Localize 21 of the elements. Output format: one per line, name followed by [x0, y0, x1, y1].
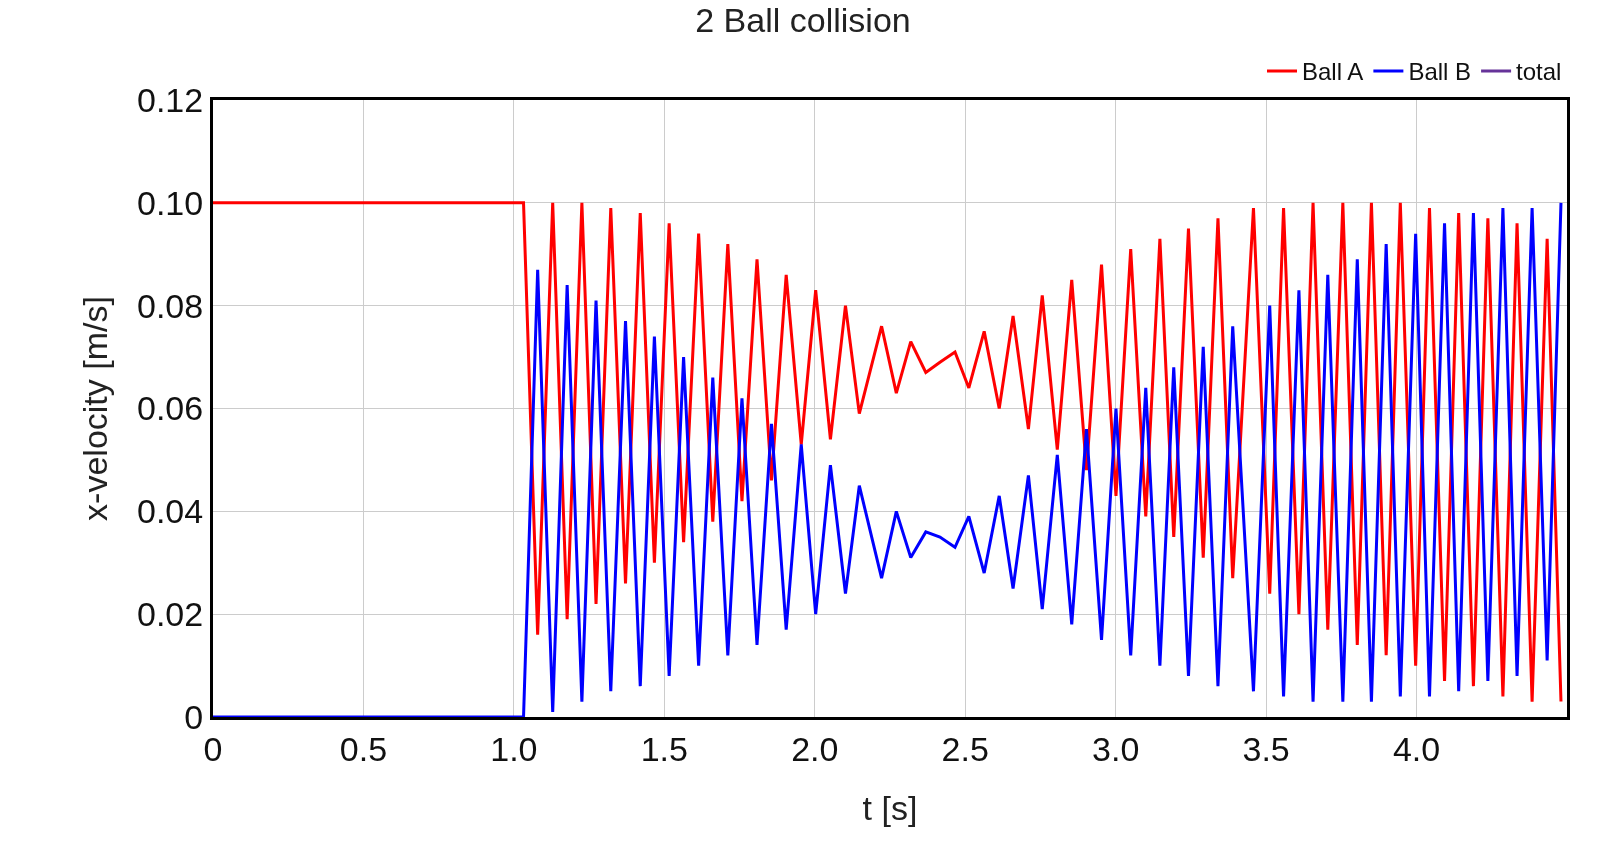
legend-label: Ball B	[1408, 58, 1472, 86]
x-tick-label: 2.0	[791, 729, 839, 768]
y-axis-title: x-velocity [m/s]	[75, 296, 114, 521]
x-tick-label: 2.5	[941, 729, 989, 768]
x-tick-label: 1.0	[490, 729, 538, 768]
x-tick-label: 3.5	[1242, 729, 1290, 768]
x-tick-label: 0.5	[339, 729, 388, 768]
x-axis-title: t [s]	[862, 789, 918, 828]
x-tick-label: 3.0	[1092, 729, 1140, 768]
y-tick-label: 0.02	[137, 595, 204, 634]
y-tick-label: 0	[184, 697, 204, 736]
chart-title: 2 Ball collision	[695, 1, 911, 40]
legend-label: Ball A	[1302, 58, 1364, 86]
legend-label: total	[1516, 58, 1562, 86]
y-tick-label: 0.10	[137, 183, 204, 222]
x-tick-label: 1.5	[640, 729, 688, 768]
y-tick-label: 0.06	[137, 389, 204, 428]
y-tick-label: 0.12	[137, 80, 204, 119]
y-tick-label: 0.04	[137, 492, 204, 531]
x-tick-label: 4.0	[1392, 729, 1441, 768]
y-tick-label: 0.08	[137, 286, 204, 325]
